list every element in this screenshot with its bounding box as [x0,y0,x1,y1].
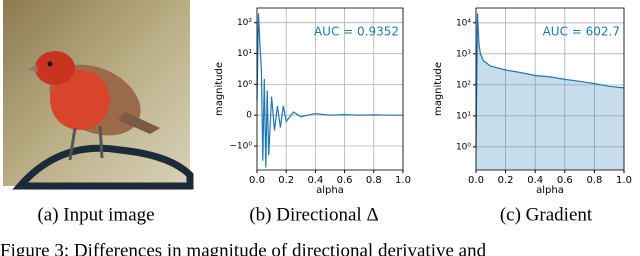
y-tick-label: 0 [246,111,252,121]
y-tick-label: 10¹ [237,49,252,59]
y-tick-label: 10⁴ [456,18,471,28]
figure-caption: Figure 3: Differences in magnitude of di… [0,240,487,256]
y-tick-label: 10⁰ [456,142,471,152]
y-axis-label: magnitude [433,62,444,116]
y-tick-label: 10³ [456,49,471,59]
x-tick-label: 0.6 [337,175,353,186]
x-tick-label: 0.6 [557,175,573,186]
x-tick-label: 0.0 [468,175,484,186]
annotation: AUC = 0.9352 [314,25,399,39]
x-tick-label: 0.4 [527,175,543,186]
x-tick-label: 0.2 [498,175,514,186]
line [475,13,625,147]
x-tick-label: 1.0 [395,175,411,186]
x-tick-label: 0.8 [586,175,602,186]
y-tick-label: 10² [456,80,471,90]
y-tick-label: 10⁰ [237,80,252,90]
input-image [3,0,194,190]
y-tick-label: −10⁰ [229,142,252,152]
y-tick-label: 10¹ [456,111,471,121]
plot-frame [475,7,625,171]
x-tick-label: 0.0 [249,175,265,186]
area [476,13,624,170]
y-tick-label: 10² [237,18,252,28]
x-tick-label: 0.8 [366,175,382,186]
y-axis-label: magnitude [214,62,225,116]
x-tick-label: 1.0 [616,175,632,186]
x-axis-label: alpha [536,185,564,196]
annotation: AUC = 602.7 [543,25,620,39]
caption: (a) Input image [37,204,154,225]
caption: (c) Gradient [500,204,593,225]
x-tick-label: 0.2 [278,175,294,186]
line [256,13,403,168]
plot-frame [256,7,404,171]
x-axis-label: alpha [316,185,344,196]
x-tick-label: 0.4 [307,175,323,186]
caption: (b) Directional Δ [249,204,378,225]
